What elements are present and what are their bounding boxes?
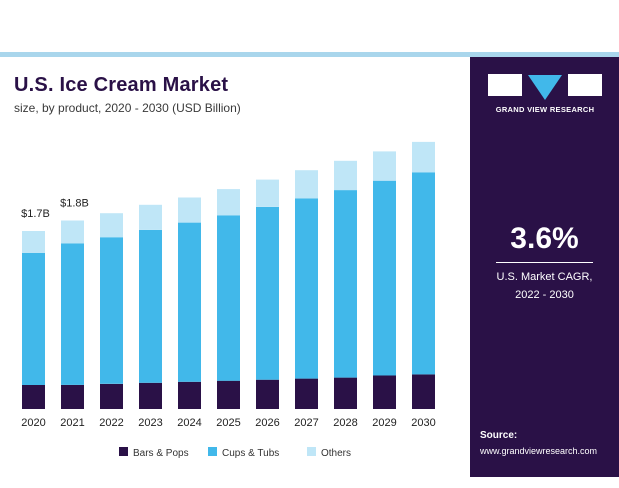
x-tick-label: 2027: [294, 417, 318, 429]
x-tick-label: 2026: [255, 417, 279, 429]
bar-2024-cups-tubs: [178, 222, 201, 382]
chart-title: U.S. Ice Cream Market: [14, 74, 229, 96]
bar-2029-others: [373, 151, 396, 181]
bottom-whitespace: [0, 477, 619, 488]
legend-swatch: [208, 447, 217, 456]
bar-2026-bars-pops: [256, 379, 279, 409]
bar-2022-others: [100, 213, 123, 238]
bar-2027-bars-pops: [295, 378, 318, 409]
x-tick-label: 2023: [138, 417, 162, 429]
legend-label: Bars & Pops: [133, 448, 189, 459]
source-url: www.grandviewresearch.com: [480, 446, 598, 456]
bar-2026-others: [256, 179, 279, 207]
legend-swatch: [119, 447, 128, 456]
cagr-value: 3.6%: [510, 222, 579, 255]
bar-2030-bars-pops: [412, 374, 435, 409]
cagr-divider: [496, 262, 593, 263]
bar-2029-cups-tubs: [373, 180, 396, 376]
data-label: $1.8B: [60, 198, 89, 210]
bar-2025-bars-pops: [217, 380, 240, 409]
logo-left-box: [488, 74, 522, 96]
bar-2020-others: [22, 231, 45, 253]
cagr-label-line2: 2022 - 2030: [515, 289, 574, 301]
grand-view-research-logo: GRAND VIEW RESEARCH: [488, 74, 602, 118]
source-label: Source:: [480, 430, 518, 441]
bar-2024-bars-pops: [178, 381, 201, 409]
bar-2025-others: [217, 189, 240, 216]
bar-2028-others: [334, 160, 357, 191]
bar-2021-bars-pops: [61, 384, 84, 409]
bar-2025-cups-tubs: [217, 215, 240, 381]
x-tick-label: 2025: [216, 417, 240, 429]
top-whitespace: [0, 0, 619, 52]
bar-2029-bars-pops: [373, 375, 396, 409]
bar-2027-cups-tubs: [295, 198, 318, 379]
legend-label: Others: [321, 448, 351, 459]
x-tick-label: 2024: [177, 417, 201, 429]
bar-2021-cups-tubs: [61, 243, 84, 385]
bar-2027-others: [295, 170, 318, 199]
x-tick-label: 2021: [60, 417, 84, 429]
logo-right-box: [568, 74, 602, 96]
bar-2021-others: [61, 220, 84, 244]
brand-name: GRAND VIEW RESEARCH: [495, 105, 595, 114]
logo-triangle-icon: [528, 75, 562, 100]
cagr-label-line1: U.S. Market CAGR,: [496, 271, 593, 283]
legend-swatch: [307, 447, 316, 456]
x-tick-label: 2020: [21, 417, 45, 429]
bar-2022-cups-tubs: [100, 237, 123, 384]
bar-2023-others: [139, 204, 162, 230]
bar-2030-others: [412, 141, 435, 173]
bar-2023-bars-pops: [139, 382, 162, 409]
bar-2028-bars-pops: [334, 377, 357, 409]
data-label: $1.7B: [21, 208, 50, 220]
x-tick-label: 2029: [372, 417, 396, 429]
x-tick-label: 2028: [333, 417, 357, 429]
legend-label: Cups & Tubs: [222, 448, 279, 459]
bar-2030-cups-tubs: [412, 172, 435, 375]
bar-2026-cups-tubs: [256, 206, 279, 380]
cagr-label: U.S. Market CAGR, 2022 - 2030: [470, 268, 619, 304]
x-tick-label: 2022: [99, 417, 123, 429]
chart-subtitle: size, by product, 2020 - 2030 (USD Billi…: [14, 101, 241, 115]
bar-2024-others: [178, 197, 201, 223]
bar-2020-cups-tubs: [22, 253, 45, 385]
bar-2023-cups-tubs: [139, 229, 162, 383]
x-tick-label: 2030: [411, 417, 435, 429]
side-panel: [470, 57, 619, 477]
header-rule: [0, 52, 619, 57]
bar-2020-bars-pops: [22, 384, 45, 409]
bar-2028-cups-tubs: [334, 190, 357, 378]
bar-2022-bars-pops: [100, 383, 123, 409]
